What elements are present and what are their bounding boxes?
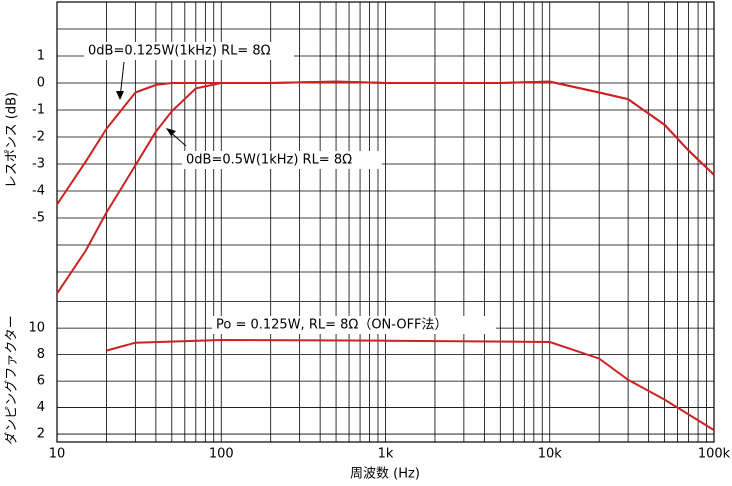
annotation: 0dB=0.125W(1kHz) RL= 8Ω <box>88 44 271 59</box>
y-tick-label: 8 <box>37 347 45 362</box>
y-tick-label: -5 <box>32 211 45 226</box>
x-tick-label: 100k <box>698 447 731 462</box>
x-tick-label: 10 <box>49 447 66 462</box>
arrow-head <box>166 128 176 136</box>
y-tick-label: -1 <box>32 103 45 118</box>
x-tick-label: 10k <box>538 447 563 462</box>
y-tick-label: 0 <box>37 76 45 91</box>
x-tick-label: 100 <box>209 447 234 462</box>
y-tick-label: 6 <box>37 374 45 389</box>
annotation-bg <box>212 316 496 334</box>
y-tick-label: 10 <box>28 321 45 336</box>
annotation: Po = 0.125W, RL= 8Ω（ON-OFF法） <box>216 318 448 333</box>
annotation: 0dB=0.5W(1kHz) RL= 8Ω <box>186 153 352 168</box>
curve <box>106 338 715 431</box>
y-tick-label: 1 <box>37 49 45 64</box>
curves <box>56 80 715 431</box>
grid <box>56 2 715 442</box>
x-axis-label: 周波数 (Hz) <box>350 467 420 482</box>
curve <box>56 80 715 295</box>
y-axis-label: ダンピングファクター <box>5 315 20 444</box>
y-tick-label: -3 <box>32 157 45 172</box>
arrow-head <box>116 91 124 100</box>
y-tick-label: -2 <box>32 130 45 145</box>
y-tick-label: -4 <box>32 184 45 199</box>
y-tick-label: 2 <box>37 427 45 442</box>
annotation-bg <box>84 42 294 60</box>
annotation-bg <box>182 151 382 169</box>
x-tick-label: 1k <box>378 447 394 462</box>
y-tick-label: 4 <box>37 400 45 415</box>
y-axis-label: レスポンス (dB) <box>5 92 20 188</box>
